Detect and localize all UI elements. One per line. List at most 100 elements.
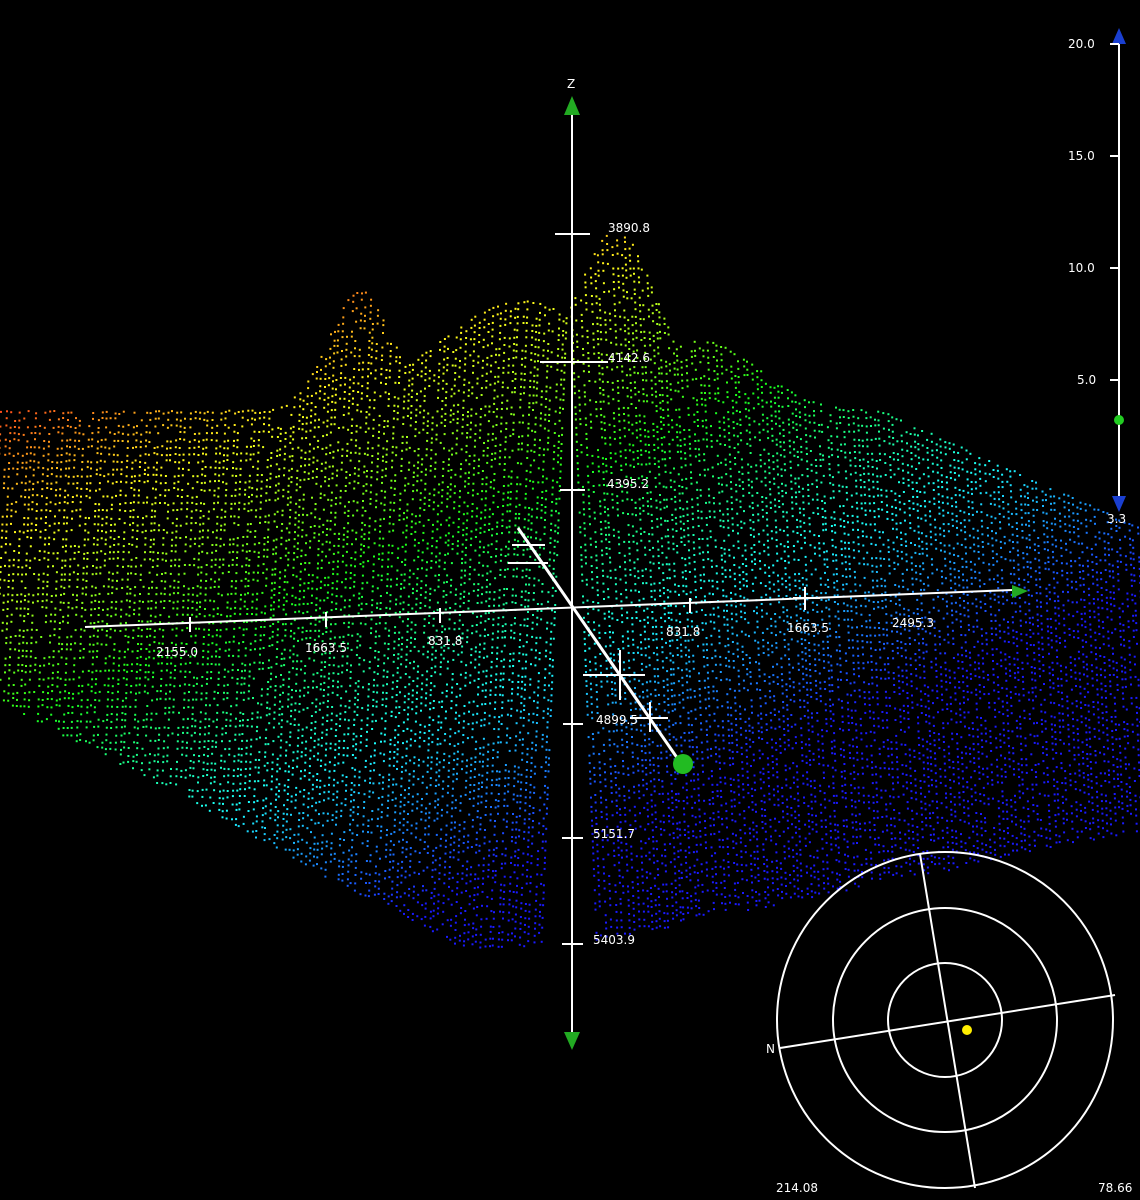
sounding-point xyxy=(371,461,373,464)
sounding-point xyxy=(83,552,86,555)
sounding-point xyxy=(270,780,273,783)
sounding-point xyxy=(395,700,398,703)
sounding-point xyxy=(308,458,311,461)
sounding-point xyxy=(376,691,379,694)
sounding-point xyxy=(230,502,233,505)
sounding-point xyxy=(111,496,114,499)
sounding-point xyxy=(177,480,180,483)
sounding-point xyxy=(59,494,61,497)
sounding-point xyxy=(250,725,253,728)
sounding-point xyxy=(105,426,108,429)
sounding-point xyxy=(211,740,214,743)
sounding-point xyxy=(327,403,330,406)
sounding-point xyxy=(282,488,285,491)
sounding-point xyxy=(344,804,347,807)
sounding-point xyxy=(139,655,142,658)
sounding-point xyxy=(371,590,374,593)
sounding-point xyxy=(170,565,173,568)
sounding-point xyxy=(345,571,348,574)
sounding-point xyxy=(396,876,399,879)
sounding-point xyxy=(407,482,410,485)
sounding-point xyxy=(469,338,472,341)
sounding-point xyxy=(42,447,45,450)
sounding-point xyxy=(291,767,294,769)
sounding-point xyxy=(25,452,28,455)
sounding-point xyxy=(278,586,281,588)
sounding-point xyxy=(204,599,207,602)
sounding-point xyxy=(346,449,349,452)
sounding-point xyxy=(32,601,34,604)
sounding-point xyxy=(220,508,223,511)
sounding-point xyxy=(156,782,159,784)
sounding-point xyxy=(383,503,386,506)
sounding-point xyxy=(174,446,177,449)
sounding-point xyxy=(206,678,209,680)
sounding-point xyxy=(179,419,182,422)
sounding-point xyxy=(352,818,355,821)
sounding-point xyxy=(464,343,467,346)
sounding-point xyxy=(25,573,27,576)
sounding-point xyxy=(306,814,309,817)
sounding-point xyxy=(292,574,295,577)
sounding-point xyxy=(397,405,400,408)
sounding-point xyxy=(309,847,312,850)
sounding-point xyxy=(136,727,139,730)
sounding-point xyxy=(150,712,153,715)
sounding-point xyxy=(106,705,109,708)
sounding-point xyxy=(318,813,320,816)
sounding-point xyxy=(99,467,102,470)
sounding-point xyxy=(332,450,335,453)
sounding-point xyxy=(420,479,423,482)
sounding-point xyxy=(283,467,286,470)
sounding-point xyxy=(306,403,309,406)
sounding-point xyxy=(393,396,396,399)
sounding-point xyxy=(276,436,279,438)
sounding-point xyxy=(300,660,303,663)
sounding-point xyxy=(223,529,226,532)
sounding-point xyxy=(300,755,303,758)
sounding-point xyxy=(458,496,461,499)
sounding-point xyxy=(425,889,428,892)
sounding-point xyxy=(160,684,162,687)
sounding-point xyxy=(326,714,329,717)
sounding-point xyxy=(462,414,464,416)
sounding-point xyxy=(99,459,102,462)
sounding-point xyxy=(283,789,286,792)
sounding-point xyxy=(459,360,461,362)
sounding-point xyxy=(203,489,206,492)
sounding-point xyxy=(0,578,2,581)
sounding-point xyxy=(369,304,372,307)
sounding-point xyxy=(459,338,462,341)
sounding-point xyxy=(338,746,341,749)
sounding-point xyxy=(165,454,168,457)
sounding-point xyxy=(184,676,187,678)
sounding-point xyxy=(430,449,433,452)
sounding-point xyxy=(392,860,395,863)
sounding-point xyxy=(318,517,321,520)
sounding-point xyxy=(380,717,383,720)
sounding-point xyxy=(11,704,14,707)
sounding-point xyxy=(165,692,167,695)
sounding-point xyxy=(28,480,31,483)
sounding-point xyxy=(86,475,89,478)
sounding-point xyxy=(27,608,30,611)
sounding-point xyxy=(453,752,456,755)
sounding-point xyxy=(234,502,236,505)
sounding-point xyxy=(459,605,462,608)
sounding-point xyxy=(107,592,110,595)
sounding-point xyxy=(416,568,419,571)
sounding-point xyxy=(184,543,187,546)
sounding-point xyxy=(210,762,213,765)
sounding-point xyxy=(396,753,399,756)
sounding-point xyxy=(301,423,304,425)
sounding-point xyxy=(446,486,449,488)
sounding-point xyxy=(222,466,225,469)
sounding-point xyxy=(429,694,432,697)
sounding-point xyxy=(41,473,44,476)
sounding-point xyxy=(410,636,413,639)
sounding-point xyxy=(300,668,302,671)
sounding-point xyxy=(302,507,305,510)
sounding-point xyxy=(121,432,124,435)
